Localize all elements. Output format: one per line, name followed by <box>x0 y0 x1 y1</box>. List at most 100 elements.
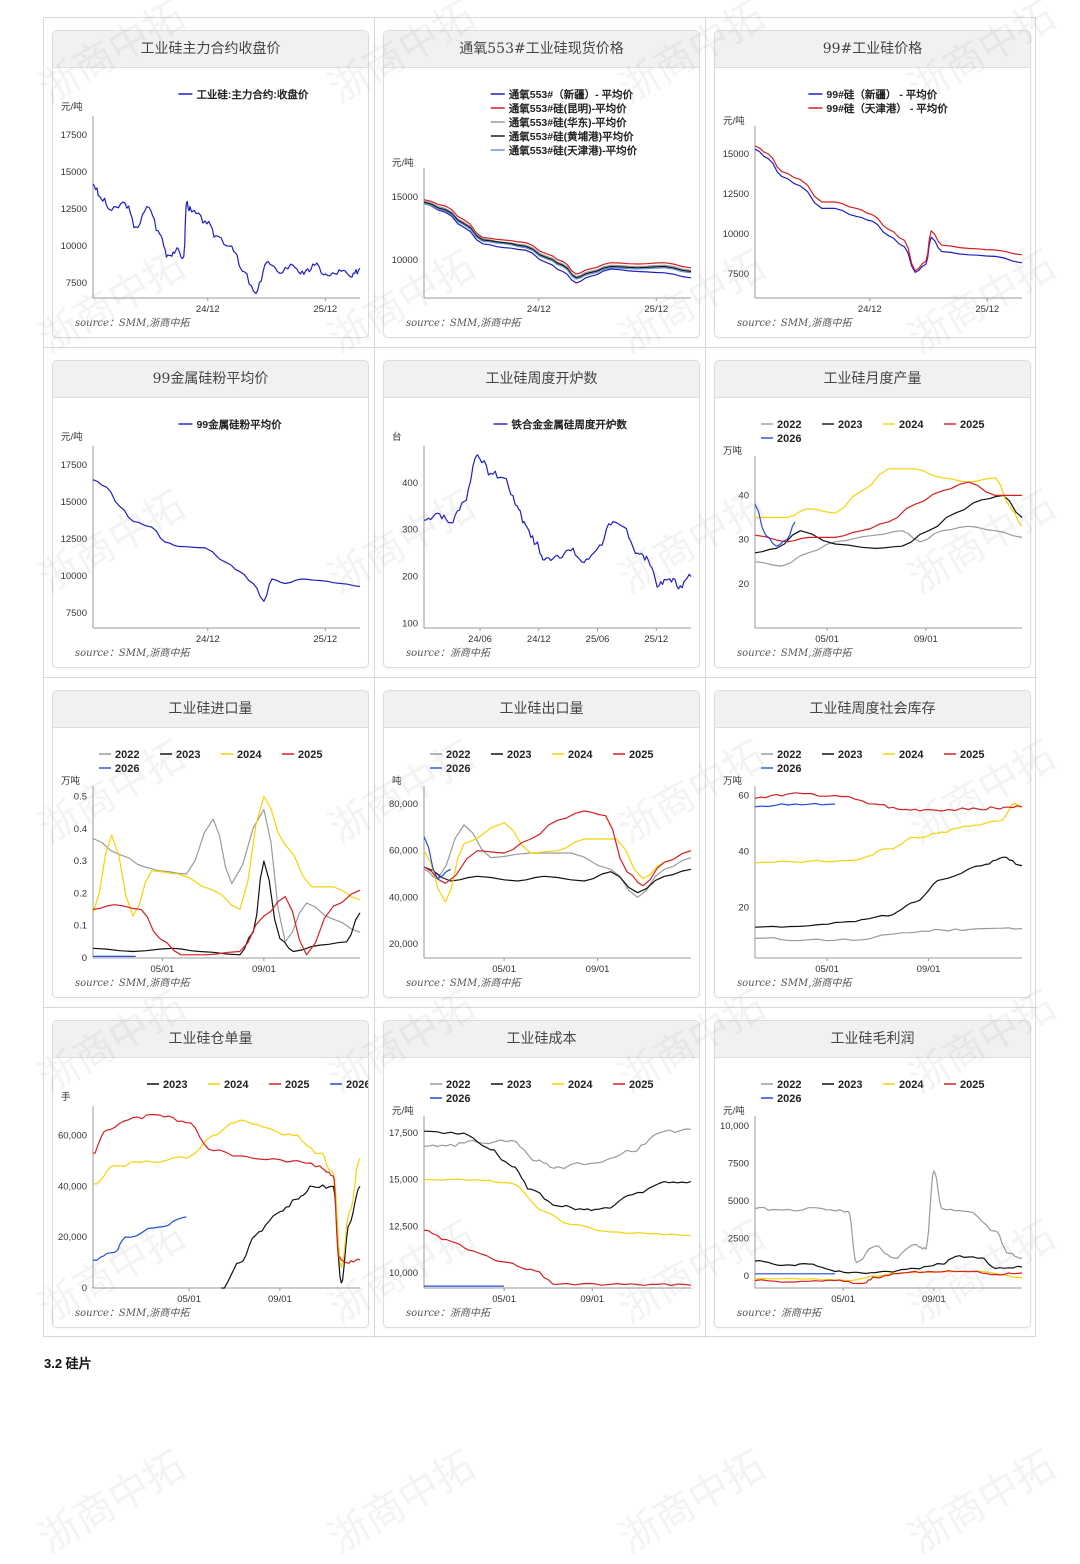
series-line <box>423 836 451 880</box>
y-axis-unit: 元/吨 <box>61 431 83 443</box>
legend-label: 通氧553#（新疆）- 平均价 <box>509 88 634 101</box>
chart-plot: 2022 2023 2024 2025 2026 吨 20,000 40,000 60,000 8… <box>389 749 692 975</box>
series-line <box>754 1270 1023 1285</box>
legend-label: 2025 <box>298 749 322 761</box>
series-line <box>754 494 1023 554</box>
legend-label: 2026 <box>346 1079 368 1091</box>
chart-cell: 工业硅毛利润 2022 2023 2024 2025 2026 元/吨 0 2500 5000 75… <box>706 1008 1037 1338</box>
series-line <box>423 199 692 275</box>
y-tick-label: 0 <box>82 1283 87 1294</box>
series-line <box>92 1119 361 1269</box>
chart-card: 工业硅周度社会库存 2022 2023 2024 2025 2026 万吨 20 40 60 05/… <box>714 690 1031 998</box>
chart-title: 工业硅主力合约收盘价 <box>53 31 368 68</box>
x-tick-label: 09/01 <box>586 964 610 975</box>
series-line <box>754 802 1023 864</box>
legend-label: 99金属硅粉平均价 <box>196 418 282 431</box>
chart-legend: 2022 2023 2024 2025 2026 <box>761 749 984 775</box>
chart-cell: 工业硅成本 2022 2023 2024 2025 2026 元/吨 10,000 12,500… <box>375 1008 706 1338</box>
chart-cell: 工业硅周度社会库存 2022 2023 2024 2025 2026 万吨 20 40 60 05/… <box>706 678 1037 1008</box>
series-line <box>754 503 796 547</box>
legend-label: 2024 <box>899 749 924 761</box>
y-axis-unit: 手 <box>61 1091 71 1103</box>
chart-plot: 2022 2023 2024 2025 2026 元/吨 10,000 12,500 15,00… <box>389 1079 692 1305</box>
chart-card: 工业硅周度开炉数 铁合金金属硅周度开炉数台 100 200 300 400 24/06 24/… <box>383 360 700 668</box>
chart-cell: 99金属硅粉平均价 99金属硅粉平均价 元/吨 7500 10000 12500 15000… <box>44 348 375 678</box>
series-line <box>754 525 1023 567</box>
chart-card: 工业硅毛利润 2022 2023 2024 2025 2026 元/吨 0 2500 5000 75… <box>714 1020 1031 1328</box>
chart-plot: 2022 2023 2024 2025 2026 元/吨 0 2500 5000 7500 10,0… <box>720 1079 1023 1305</box>
x-tick-label: 25/06 <box>586 634 610 645</box>
y-tick-label: 17,500 <box>389 1128 418 1139</box>
x-tick-label: 05/01 <box>177 1294 201 1305</box>
chart-title: 工业硅周度社会库存 <box>715 691 1030 728</box>
series-line <box>423 822 692 903</box>
series-line <box>754 856 1023 928</box>
legend-label: 2022 <box>777 1079 801 1091</box>
chart-plot: 通氧553#（新疆）- 平均价通氧553#硅(昆明)-平均价通氧553#硅(华东… <box>392 88 692 315</box>
chart-title: 工业硅毛利润 <box>715 1021 1030 1058</box>
y-tick-label: 0 <box>82 953 87 964</box>
legend-label: 2026 <box>446 1093 470 1105</box>
legend-label: 2025 <box>960 1079 984 1091</box>
legend-label: 2025 <box>629 749 653 761</box>
legend-label: 2022 <box>777 749 801 761</box>
watermark: 浙商中拓 <box>321 1442 483 1563</box>
legend-label: 2024 <box>568 1079 593 1091</box>
y-axis-unit: 台 <box>392 431 402 443</box>
x-tick-label: 24/12 <box>527 304 551 315</box>
x-tick-label: 05/01 <box>492 1294 516 1305</box>
y-tick-label: 10000 <box>61 241 87 252</box>
source-note: source：SMM,浙商中拓 <box>737 318 852 329</box>
y-tick-label: 15000 <box>61 497 87 508</box>
x-tick-label: 05/01 <box>815 634 839 645</box>
legend-label: 2023 <box>838 1079 862 1091</box>
series-line <box>423 201 692 279</box>
legend-label: 2025 <box>629 1079 653 1091</box>
y-tick-label: 0.2 <box>74 888 87 899</box>
series-line <box>423 200 692 278</box>
series-line <box>92 808 361 943</box>
y-axis-unit: 元/吨 <box>723 115 745 127</box>
x-tick-label: 05/01 <box>492 964 516 975</box>
legend-label: 2024 <box>899 419 924 431</box>
y-tick-label: 20,000 <box>58 1232 87 1243</box>
chart-legend: 99金属硅粉平均价 <box>178 418 282 431</box>
y-tick-label: 10000 <box>723 229 749 240</box>
chart-card: 99金属硅粉平均价 99金属硅粉平均价 元/吨 7500 10000 12500 15000… <box>52 360 369 668</box>
watermark: 浙商中拓 <box>611 1442 773 1563</box>
chart-card: 工业硅月度产量 2022 2023 2024 2025 2026 万吨 20 30 40 05/01… <box>714 360 1031 668</box>
legend-label: 2026 <box>777 433 801 445</box>
y-tick-label: 0.4 <box>74 824 87 835</box>
series-line <box>423 810 692 887</box>
chart-cell: 工业硅主力合约收盘价 工业硅:主力合约:收盘价 元/吨 7500 10000 12500 1… <box>44 18 375 348</box>
y-tick-label: 12500 <box>723 189 749 200</box>
chart-cell: 工业硅周度开炉数 铁合金金属硅周度开炉数台 100 200 300 400 24/06 24/… <box>375 348 706 678</box>
chart-cell: 工业硅月度产量 2022 2023 2024 2025 2026 万吨 20 30 40 05/01… <box>706 348 1037 678</box>
chart-title: 工业硅成本 <box>384 1021 699 1058</box>
chart-legend: 工业硅:主力合约:收盘价 <box>178 88 309 101</box>
source-note: source：SMM,浙商中拓 <box>75 1308 190 1319</box>
y-tick-label: 20 <box>738 903 749 914</box>
x-tick-label: 09/01 <box>268 1294 292 1305</box>
legend-label: 铁合金金属硅周度开炉数 <box>511 418 627 431</box>
y-axis-unit: 元/吨 <box>392 157 414 169</box>
chart-card: 工业硅进口量 2022 2023 2024 2025 2026 万吨 0 0.1 0.2 0.3 0.… <box>52 690 369 998</box>
chart-legend: 2022 2023 2024 2025 2026 <box>761 1079 984 1105</box>
chart-title: 通氧553#工业硅现货价格 <box>384 31 699 68</box>
y-axis-unit: 万吨 <box>723 445 743 457</box>
y-tick-label: 40,000 <box>389 892 418 903</box>
chart-card: 99#工业硅价格 99#硅（新疆） - 平均价 99#硅（天津港） - 平均价 元/吨… <box>714 30 1031 338</box>
series-line <box>221 1184 361 1289</box>
legend-label: 2024 <box>899 1079 924 1091</box>
y-tick-label: 0 <box>744 1271 749 1282</box>
x-tick-label: 24/12 <box>196 634 220 645</box>
series-line <box>755 468 1023 527</box>
legend-label: 2023 <box>507 749 531 761</box>
x-tick-label: 24/12 <box>196 304 220 315</box>
y-tick-label: 40,000 <box>58 1181 87 1192</box>
x-tick-label: 24/12 <box>527 634 551 645</box>
legend-label: 2023 <box>176 749 200 761</box>
legend-label: 2024 <box>224 1079 249 1091</box>
